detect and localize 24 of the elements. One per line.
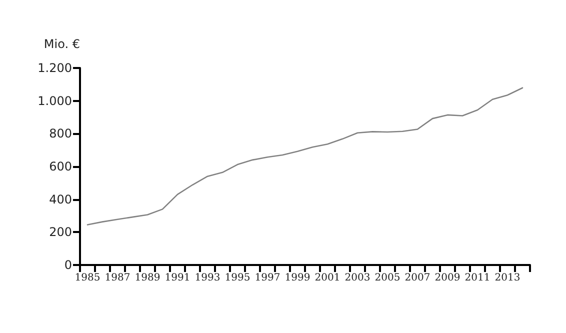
x-tick-label: 1991 [164,272,190,284]
x-tick-label: 2001 [314,272,340,284]
y-tick-label: 1.000 [38,94,72,108]
y-axis-title: Mio. € [44,37,80,51]
x-tick-label: 1999 [284,272,310,284]
y-tick-label: 400 [49,192,72,206]
x-tick-label: 1987 [104,272,130,284]
x-tick-label: 2007 [404,272,430,284]
x-tick-label: 1995 [224,272,250,284]
x-tick-label: 2013 [494,272,520,284]
x-tick-label: 2003 [344,272,370,284]
x-tick-label: 2009 [434,272,460,284]
x-tick-label: 1989 [134,272,160,284]
x-tick-label: 1993 [194,272,220,284]
x-tick-label: 1997 [254,272,280,284]
x-tick-label: 1985 [74,272,100,284]
y-tick-label: 200 [49,225,72,240]
y-tick-label: 0 [64,258,72,272]
x-tick-label: 2005 [374,272,400,284]
y-tick-label: 1.200 [38,61,72,75]
line-series [86,87,524,226]
x-tick-label: 2011 [464,272,490,284]
y-tick-label: 600 [49,160,72,174]
y-tick-label: 800 [49,126,72,141]
